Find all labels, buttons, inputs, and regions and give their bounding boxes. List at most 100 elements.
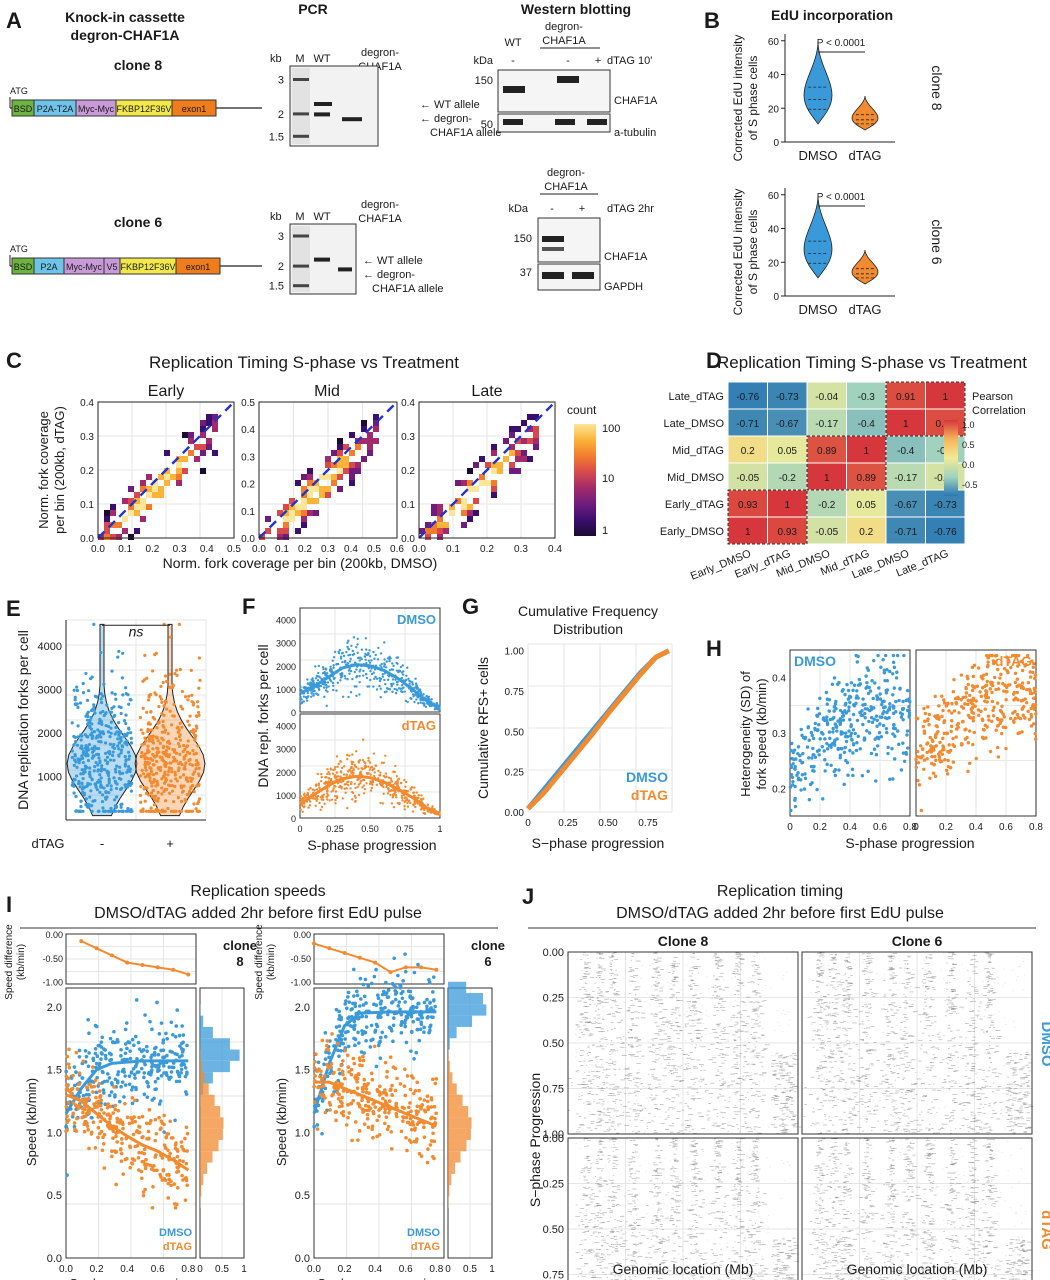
data-point (820, 744, 824, 749)
data-point (306, 691, 309, 695)
data-point (96, 1135, 100, 1140)
data-point (386, 687, 390, 691)
data-point (197, 797, 202, 801)
data-point (146, 748, 150, 752)
data-point (366, 1099, 371, 1104)
data-point (140, 962, 145, 967)
data-point (919, 756, 923, 760)
data-point (84, 802, 88, 807)
data-point (129, 741, 134, 745)
density-cell (295, 480, 301, 486)
data-point (399, 782, 403, 785)
data-point (75, 688, 79, 693)
data-point (95, 1105, 99, 1109)
clone6-cassette-segment-label: BSD (14, 262, 33, 272)
data-point (319, 684, 323, 688)
data-point (129, 731, 133, 735)
data-point (1024, 700, 1029, 705)
data-point (174, 737, 178, 741)
gel-band (314, 102, 332, 106)
data-point (143, 1166, 148, 1171)
data-point (950, 711, 954, 715)
data-point (142, 1075, 146, 1080)
data-point (159, 1048, 163, 1053)
data-point (324, 1043, 329, 1048)
wb8-tubulin-blot (497, 113, 611, 133)
density-cell (533, 432, 539, 438)
data-point (354, 799, 357, 803)
density-cell (104, 522, 110, 528)
data-point (321, 795, 325, 799)
density-cell (212, 420, 218, 426)
tick-label: 0.2 (813, 822, 827, 833)
data-point (101, 806, 105, 810)
tick-label: 1.5 (295, 1065, 310, 1077)
data-point (872, 747, 877, 751)
data-point (392, 805, 396, 809)
data-point (401, 664, 404, 667)
data-point (381, 675, 385, 678)
data-point (434, 967, 439, 972)
data-point (93, 1047, 98, 1051)
density-cell (152, 480, 158, 486)
data-point (364, 1025, 369, 1029)
data-point (396, 656, 400, 659)
data-point (307, 695, 310, 698)
data-point (385, 785, 388, 789)
hist-bar (200, 1128, 223, 1140)
data-point (357, 767, 360, 770)
data-point (79, 799, 83, 803)
data-point (369, 789, 373, 792)
data-point (135, 1144, 140, 1148)
density-cell (277, 534, 283, 540)
data-point (414, 805, 417, 809)
data-point (89, 1130, 94, 1135)
data-point (848, 717, 852, 722)
i-top-ylabel: Speed difference (4, 924, 15, 1000)
data-point (108, 1058, 112, 1063)
data-point (128, 769, 132, 773)
data-point (360, 766, 363, 770)
data-point (96, 768, 101, 772)
data-point (403, 808, 406, 811)
protein-label: CHAF1A (604, 251, 648, 263)
data-point (399, 1030, 404, 1035)
data-point (360, 1014, 364, 1019)
data-point (161, 750, 165, 755)
tick-label: 0.1 (241, 507, 255, 518)
data-point (369, 669, 372, 673)
data-point (347, 783, 350, 787)
data-point (151, 741, 156, 745)
data-point (847, 705, 851, 709)
data-point (919, 808, 924, 813)
data-point (351, 790, 354, 794)
data-point (370, 786, 374, 790)
data-point (353, 763, 356, 766)
tick-label: 0.25 (558, 818, 578, 829)
data-point (139, 1066, 144, 1071)
data-point (834, 725, 839, 729)
data-point (174, 809, 178, 813)
density-cell (437, 504, 443, 510)
tick-label: 2.0 (47, 1002, 62, 1014)
data-point (928, 735, 932, 740)
wt-allele-label: ← WT allele (363, 255, 423, 267)
density-cell (110, 510, 116, 516)
data-point (407, 677, 410, 680)
data-point (352, 636, 356, 639)
density-cell (367, 450, 373, 456)
data-point (385, 1069, 389, 1074)
data-point (79, 939, 84, 944)
data-point (1019, 684, 1024, 689)
data-point (185, 1149, 189, 1153)
data-point (370, 1077, 375, 1082)
data-point (360, 648, 364, 651)
density-cell (289, 516, 295, 522)
data-point (351, 798, 354, 801)
data-point (966, 698, 970, 703)
data-point (102, 682, 106, 686)
data-point (327, 946, 332, 951)
tick-label: 0.4 (120, 1264, 134, 1275)
data-point (176, 730, 180, 734)
data-point (151, 788, 155, 793)
